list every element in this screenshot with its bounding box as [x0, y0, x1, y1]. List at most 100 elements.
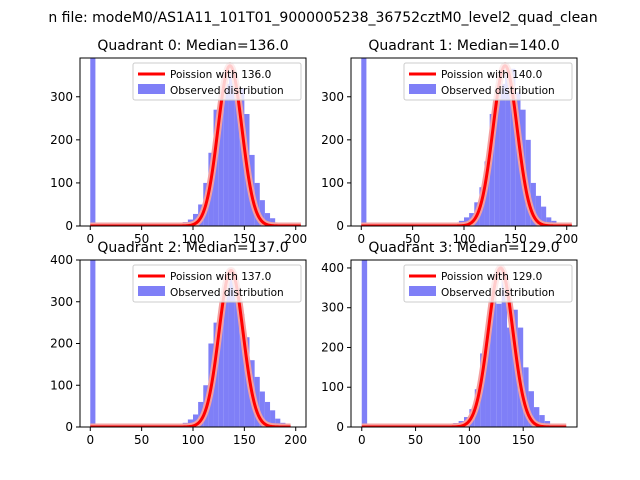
y-tick-label: 200 — [321, 133, 344, 147]
histogram-bar — [264, 213, 271, 226]
histogram-bar — [539, 415, 545, 427]
x-tick-label: 100 — [182, 232, 205, 246]
histogram-bar — [228, 274, 235, 427]
y-tick-label: 200 — [50, 337, 73, 351]
histogram-bar — [490, 287, 497, 427]
histogram-bar — [361, 260, 368, 427]
y-tick-label: 200 — [50, 133, 73, 147]
y-tick-label: 100 — [50, 176, 73, 190]
histogram-bar — [501, 277, 508, 427]
legend-box — [132, 62, 302, 101]
quadrant-0-panel: 0 50 100 150 200 0 100 200 300 Poission with 136.… — [50, 38, 307, 246]
legend-hist-label: Observed distribution — [170, 287, 284, 299]
histogram-bar — [239, 88, 245, 226]
figure-suptitle: n file: modeM0/AS1A11_101T01_9000005238_… — [48, 10, 597, 26]
histogram-bar — [494, 96, 500, 226]
y-tick-label: 100 — [321, 176, 344, 190]
axes-frame — [350, 259, 578, 428]
quadrant-3-panel: 0 50 100 150 0 100 200 300 400 Poission with 129.… — [321, 240, 578, 447]
histogram-bar — [218, 314, 224, 427]
legend-box — [403, 264, 573, 303]
y-tick-label: 400 — [50, 253, 73, 267]
histogram-bar — [259, 200, 265, 226]
histogram-bar — [546, 217, 552, 226]
poisson-fit-line — [89, 64, 302, 226]
histogram-bar — [270, 410, 276, 427]
y-tick-label: 0 — [65, 219, 73, 233]
x-tick-label: 50 — [134, 232, 149, 246]
legend-hist-swatch — [138, 84, 165, 94]
legend-box — [403, 62, 573, 101]
histogram-bar — [228, 68, 235, 226]
panel-title: Quadrant 3: Median=129.0 — [368, 240, 559, 256]
histogram-bar — [541, 206, 547, 226]
histogram-bar — [484, 161, 490, 226]
histogram-bar — [234, 293, 240, 427]
histogram-bar — [259, 391, 265, 427]
histogram-bar — [535, 195, 542, 226]
y-tick-label: 0 — [336, 420, 344, 434]
x-tick-label: 0 — [86, 232, 94, 246]
legend-hist-label: Observed distribution — [170, 85, 284, 97]
x-tick-label: 200 — [284, 232, 307, 246]
x-tick-label: 0 — [357, 232, 365, 246]
legend-hist-label: Observed distribution — [441, 287, 555, 299]
x-tick-label: 150 — [504, 232, 527, 246]
histogram-bar — [234, 92, 240, 226]
x-tick-label: 150 — [512, 433, 535, 447]
legend-fit-label: Poission with 136.0 — [170, 69, 271, 81]
quadrant-1-panel: 0 50 100 150 200 0 100 200 300 Poission with 140.… — [321, 38, 578, 246]
x-tick-label: 100 — [453, 232, 476, 246]
y-tick-label: 400 — [321, 261, 344, 275]
histogram-bar — [496, 303, 502, 427]
legend-box — [132, 264, 302, 303]
y-tick-label: 300 — [50, 90, 73, 104]
histogram-bar — [270, 218, 276, 226]
histogram-bar — [90, 58, 96, 226]
histogram-bar — [499, 83, 506, 226]
panel-title: Quadrant 1: Median=140.0 — [368, 38, 559, 54]
histogram-bar — [505, 73, 511, 226]
x-tick-label: 0 — [358, 433, 366, 447]
y-tick-label: 0 — [65, 420, 73, 434]
histogram-bar — [485, 331, 491, 427]
histogram-bar — [533, 407, 540, 427]
poisson-fit-line — [360, 266, 568, 427]
histogram-bar — [361, 58, 367, 226]
legend-hist-label: Observed distribution — [441, 85, 555, 97]
histogram-bar — [510, 68, 516, 226]
legend-hist-swatch — [138, 286, 165, 296]
quadrant-2-panel: 0 50 100 150 200 0 100 200 300 400 Poission with 1… — [50, 240, 307, 447]
y-tick-label: 300 — [321, 90, 344, 104]
histogram-bar — [223, 291, 229, 427]
y-tick-label: 0 — [336, 219, 344, 233]
x-tick-label: 50 — [408, 433, 423, 447]
histogram-bar — [528, 391, 534, 427]
legend-fit-label: Poission with 129.0 — [441, 271, 542, 283]
legend-hist-swatch — [409, 84, 436, 94]
legend: Poission with 136.0 Observed distribution — [132, 62, 302, 101]
histogram-bar — [507, 327, 513, 427]
legend: Poission with 140.0 Observed distribution — [403, 62, 573, 101]
histogram-bar — [193, 414, 199, 427]
x-tick-label: 100 — [182, 433, 205, 447]
x-tick-label: 50 — [134, 433, 149, 447]
histogram-bar — [239, 314, 245, 427]
x-tick-label: 200 — [284, 433, 307, 447]
y-tick-label: 200 — [321, 340, 344, 354]
y-tick-label: 100 — [50, 378, 73, 392]
legend: Poission with 137.0 Observed distribution — [132, 264, 302, 303]
legend-fit-label: Poission with 137.0 — [170, 271, 271, 283]
x-tick-label: 0 — [86, 433, 94, 447]
legend: Poission with 129.0 Observed distribution — [403, 264, 573, 303]
x-tick-label: 50 — [405, 232, 420, 246]
panel-title: Quadrant 0: Median=136.0 — [97, 38, 288, 54]
poisson-fit-line — [89, 268, 292, 427]
legend-fit-label: Poission with 140.0 — [441, 69, 542, 81]
x-tick-label: 150 — [233, 232, 256, 246]
y-tick-label: 100 — [321, 380, 344, 394]
histogram-bar — [223, 83, 229, 226]
panel-title: Quadrant 2: Median=137.0 — [97, 240, 288, 256]
y-tick-label: 300 — [321, 301, 344, 315]
